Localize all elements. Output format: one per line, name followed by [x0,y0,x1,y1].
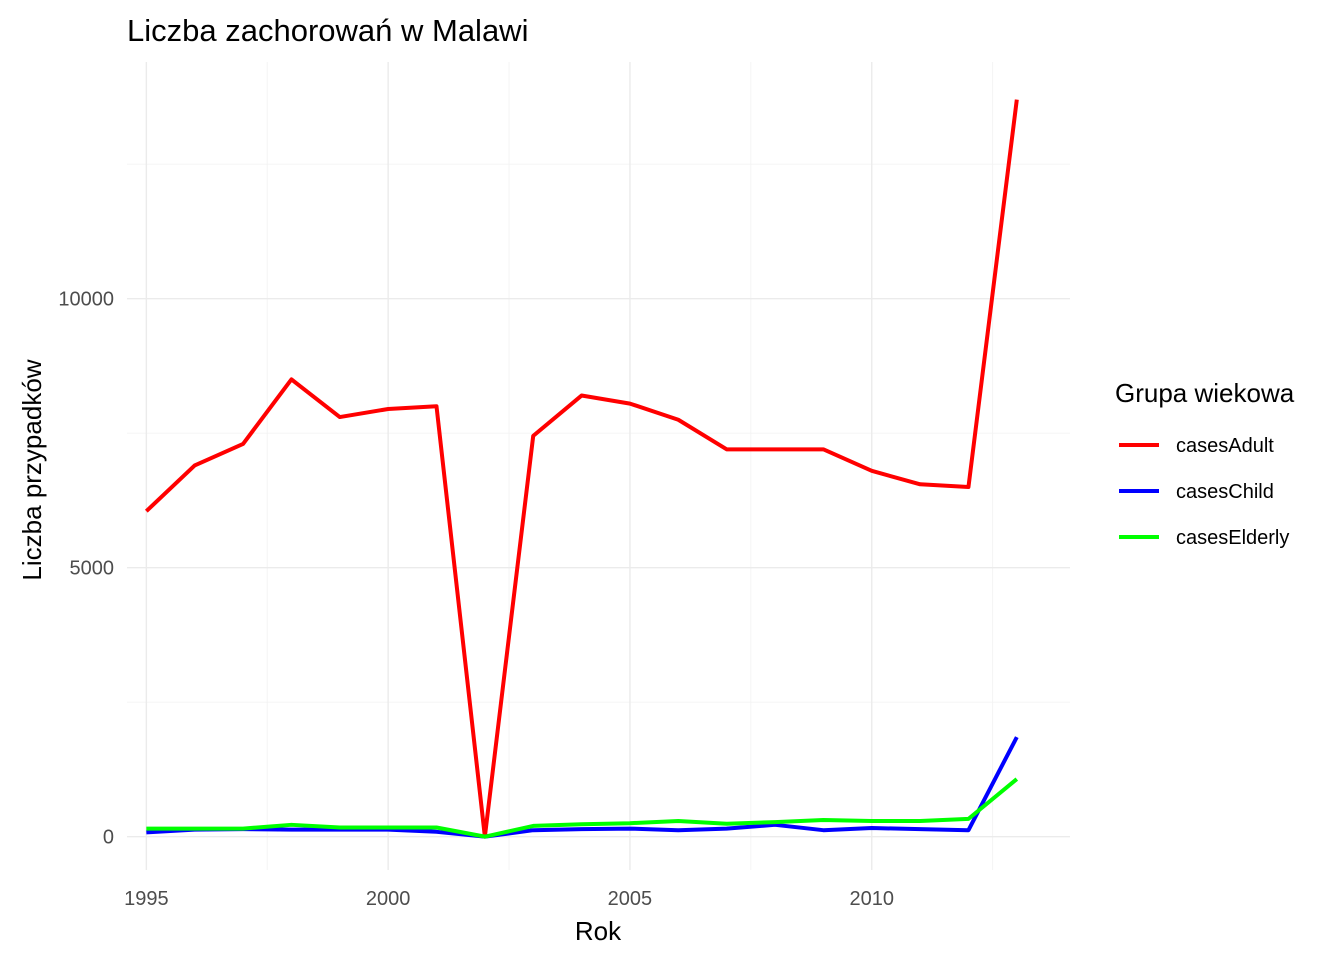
major-gridlines [127,62,1070,870]
legend: Grupa wiekowa casesAdult casesChild casesE… [1115,378,1295,549]
y-tick-label: 0 [103,827,114,849]
x-axis-title: Rok [575,916,622,946]
y-tick-label: 10000 [58,289,114,311]
minor-gridlines [127,62,1070,870]
legend-label-casesElderly: casesElderly [1176,527,1289,549]
y-tick-labels: 0 5000 10000 [58,289,114,849]
y-axis-title: Liczba przypadków [17,359,47,580]
x-tick-label: 2000 [366,888,411,910]
x-tick-label: 2010 [849,888,894,910]
series-lines [144,99,1019,839]
series-line-casesChild [146,736,1019,839]
legend-label-casesAdult: casesAdult [1176,435,1274,457]
series-line-casesElderly [146,777,1019,839]
x-tick-label: 2005 [608,888,653,910]
legend-items: casesAdult casesChild casesElderly [1119,435,1289,549]
x-tick-label: 1995 [124,888,169,910]
x-tick-labels: 1995 2000 2005 2010 [124,888,894,910]
series-line-casesAdult [144,99,1019,839]
y-tick-label: 5000 [70,558,115,580]
legend-label-casesChild: casesChild [1176,481,1274,503]
chart-title: Liczba zachorowań w Malawi [127,13,528,48]
legend-title: Grupa wiekowa [1115,378,1295,408]
